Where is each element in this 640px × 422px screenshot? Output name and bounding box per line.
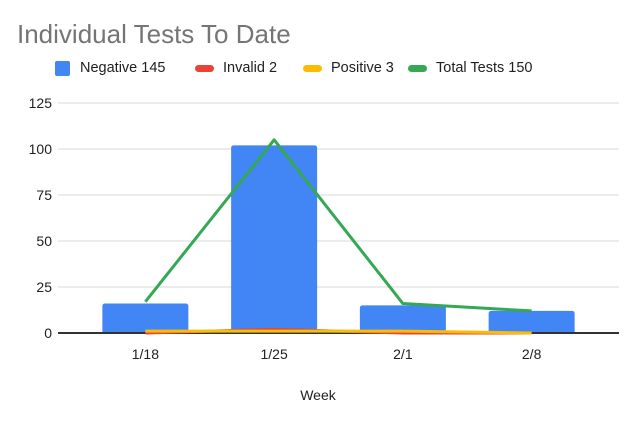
legend-label-negative: Negative 145 xyxy=(80,60,166,76)
invalid-series-swatch-icon xyxy=(195,64,214,72)
line-total xyxy=(144,138,532,313)
y-tick-label: 100 xyxy=(29,141,53,157)
y-tick-label: 125 xyxy=(29,95,53,111)
x-tick-label: 1/18 xyxy=(132,346,159,362)
legend-label-positive: Positive 3 xyxy=(331,60,394,76)
legend: Negative 145 Invalid 2 Positive 3 Total … xyxy=(0,59,640,77)
bar-negative xyxy=(359,305,446,334)
y-tick-label: 0 xyxy=(44,325,52,341)
x-tick-label: 2/8 xyxy=(522,346,542,362)
x-tick-label: 1/25 xyxy=(261,346,288,362)
bar-negative xyxy=(231,145,318,334)
y-tick-label: 50 xyxy=(36,233,52,249)
legend-item-invalid: Invalid 2 xyxy=(195,59,277,77)
legend-label-total: Total Tests 150 xyxy=(436,60,533,76)
positive-series-swatch-icon xyxy=(303,64,322,72)
y-tick-label: 25 xyxy=(36,279,52,295)
chart-title: Individual Tests To Date xyxy=(17,19,291,49)
legend-item-negative: Negative 145 xyxy=(55,59,165,77)
legend-item-positive: Positive 3 xyxy=(303,59,394,77)
y-tick-label: 75 xyxy=(36,187,52,203)
legend-label-invalid: Invalid 2 xyxy=(223,60,278,76)
bar-negative xyxy=(102,303,189,334)
bar-negative xyxy=(488,310,575,334)
negative-series-swatch-icon xyxy=(55,60,70,76)
x-tick-label: 2/1 xyxy=(393,346,413,362)
legend-item-total: Total Tests 150 xyxy=(408,59,532,77)
total-series-swatch-icon xyxy=(408,64,427,72)
line-positive xyxy=(145,329,532,335)
x-axis-title: Week xyxy=(300,387,336,403)
